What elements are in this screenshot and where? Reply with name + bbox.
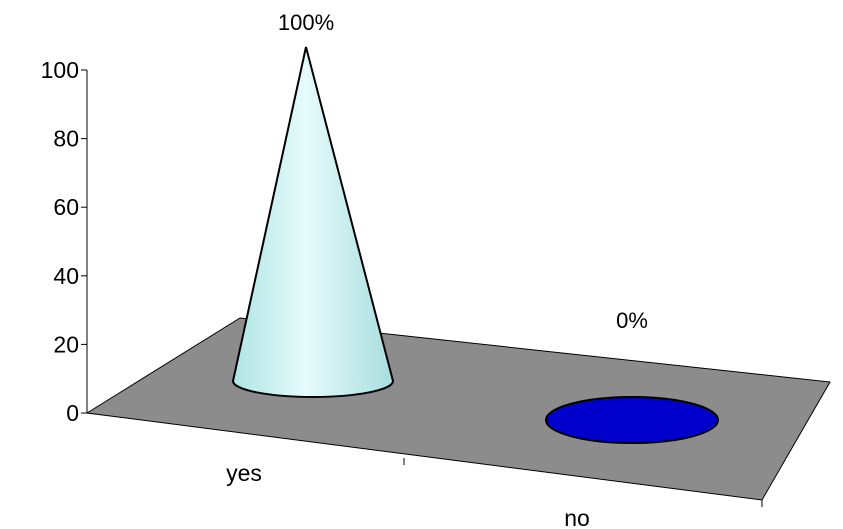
y-tick-label: 60 [53, 194, 79, 220]
floor-plane [85, 317, 831, 501]
bar-disc-no [545, 396, 719, 444]
x-tick-label-yes: yes [226, 460, 262, 486]
bar-cone-yes [231, 46, 395, 398]
data-label-yes: 100% [278, 10, 334, 35]
y-tick-label: 80 [53, 126, 79, 152]
y-tick-label: 0 [66, 400, 79, 426]
y-tick-label: 100 [41, 57, 79, 83]
x-tick-label-no: no [564, 505, 590, 529]
y-tick-label: 40 [53, 263, 79, 289]
data-label-no: 0% [616, 308, 648, 333]
y-tick-label: 20 [53, 331, 79, 357]
